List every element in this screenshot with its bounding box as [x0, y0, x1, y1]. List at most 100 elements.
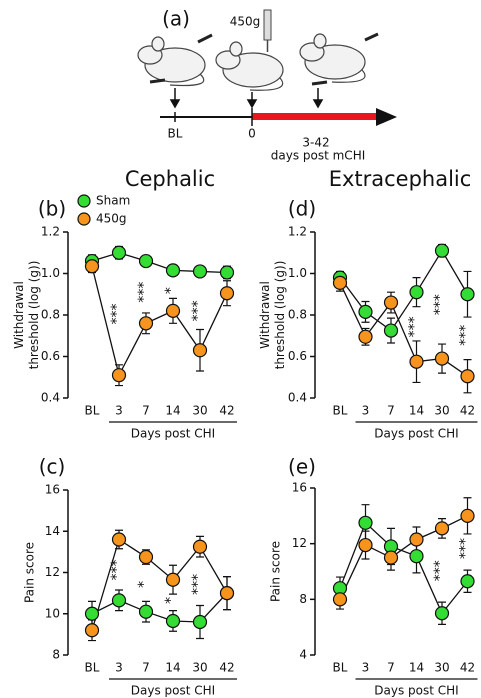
marker	[165, 572, 181, 587]
y-tick-label: 14	[45, 524, 60, 538]
marker	[358, 304, 373, 319]
panel-label: (a)	[162, 7, 190, 31]
significance: ***	[458, 325, 474, 346]
marker	[192, 343, 208, 358]
panel-label: (b)	[38, 197, 66, 221]
y-axis-label: threshold (log (g))	[273, 261, 287, 370]
significance: ***	[190, 300, 206, 321]
marker	[409, 354, 424, 369]
legend-marker	[77, 194, 91, 208]
y-tick-label: 1.2	[41, 225, 60, 239]
marker	[138, 316, 154, 331]
marker	[332, 592, 348, 607]
x-tick-label: BL	[333, 661, 348, 675]
marker	[138, 253, 154, 269]
significance: ***	[407, 316, 423, 337]
series-line	[339, 282, 468, 377]
panel-label: (d)	[288, 197, 316, 221]
x-axis-label: Days post CHI	[374, 427, 458, 441]
marker	[358, 537, 373, 553]
x-tick-label: 3	[115, 404, 123, 418]
series-line	[339, 521, 469, 615]
marker	[111, 245, 127, 260]
significance: *	[163, 287, 179, 294]
x-tick-label: BL	[85, 404, 100, 418]
x-tick-label: 30	[192, 404, 207, 418]
y-tick-label: 0.4	[288, 391, 307, 405]
marker	[84, 606, 100, 621]
pencils	[149, 32, 379, 86]
range-caption: days post mCHI	[271, 149, 366, 163]
y-tick-label: 12	[292, 536, 307, 550]
y-axis-label: Pain score	[269, 541, 283, 602]
marker	[460, 369, 475, 384]
marker	[192, 614, 208, 630]
marker	[383, 550, 399, 565]
panel-label: (e)	[288, 455, 316, 479]
timeline	[160, 108, 397, 126]
arrows	[169, 88, 324, 109]
marker	[219, 265, 235, 280]
x-tick-label: BL	[333, 404, 348, 418]
x-tick-label: 7	[142, 661, 150, 675]
series-line	[339, 249, 469, 332]
marker	[165, 303, 181, 318]
marker	[219, 286, 235, 301]
x-tick-label: 3	[362, 661, 370, 675]
y-tick-label: 1.0	[41, 266, 60, 280]
marker	[332, 275, 348, 290]
x-tick-label: 7	[387, 661, 395, 675]
significance: ***	[190, 574, 206, 595]
y-axis-label: Pain score	[23, 542, 37, 603]
marker	[138, 549, 154, 565]
marker	[434, 243, 450, 258]
marker	[138, 604, 154, 619]
y-tick-label: 8	[299, 592, 307, 606]
x-tick-label: 30	[192, 661, 207, 675]
x-tick-label: BL	[85, 661, 100, 675]
marker	[434, 351, 450, 366]
legend-marker	[77, 212, 91, 226]
marker	[84, 623, 100, 638]
y-axis-label: Withdrawal	[12, 281, 26, 349]
marker	[358, 329, 373, 344]
marker	[460, 508, 475, 523]
marker	[409, 285, 424, 300]
x-tick-label: 14	[409, 661, 424, 675]
x-tick-label: 30	[434, 661, 449, 675]
marker	[165, 263, 181, 278]
y-tick-label: 0.4	[41, 391, 60, 405]
significance: ***	[136, 282, 152, 303]
marker	[409, 532, 424, 547]
x-axis-label: Days post CHI	[374, 684, 458, 698]
y-tick-label: 4	[299, 648, 307, 662]
column-header: Extracephalic	[329, 167, 472, 191]
significance: *	[136, 581, 152, 588]
y-tick-label: 0.8	[41, 308, 60, 322]
timeline-label: BL	[168, 127, 183, 141]
y-tick-label: 0.6	[288, 349, 307, 363]
marker	[111, 593, 127, 608]
marker	[84, 259, 100, 274]
x-tick-label: 14	[409, 404, 424, 418]
marker	[460, 287, 475, 302]
marker	[409, 549, 424, 564]
y-tick-label: 0.6	[41, 349, 60, 363]
range-label: 3-42	[302, 136, 329, 150]
x-tick-label: 42	[219, 404, 234, 418]
series-line	[91, 266, 228, 378]
marker	[383, 295, 399, 310]
marker	[434, 606, 450, 621]
significance: ***	[432, 294, 448, 315]
marker	[358, 515, 373, 530]
y-tick-label: 16	[292, 481, 307, 495]
x-axis-label: Days post CHI	[131, 684, 215, 698]
y-tick-label: 0.8	[288, 308, 307, 322]
significance: ***	[432, 560, 448, 581]
series-line	[91, 592, 228, 623]
x-tick-label: 14	[165, 404, 180, 418]
marker	[192, 264, 208, 279]
marker	[192, 539, 208, 554]
